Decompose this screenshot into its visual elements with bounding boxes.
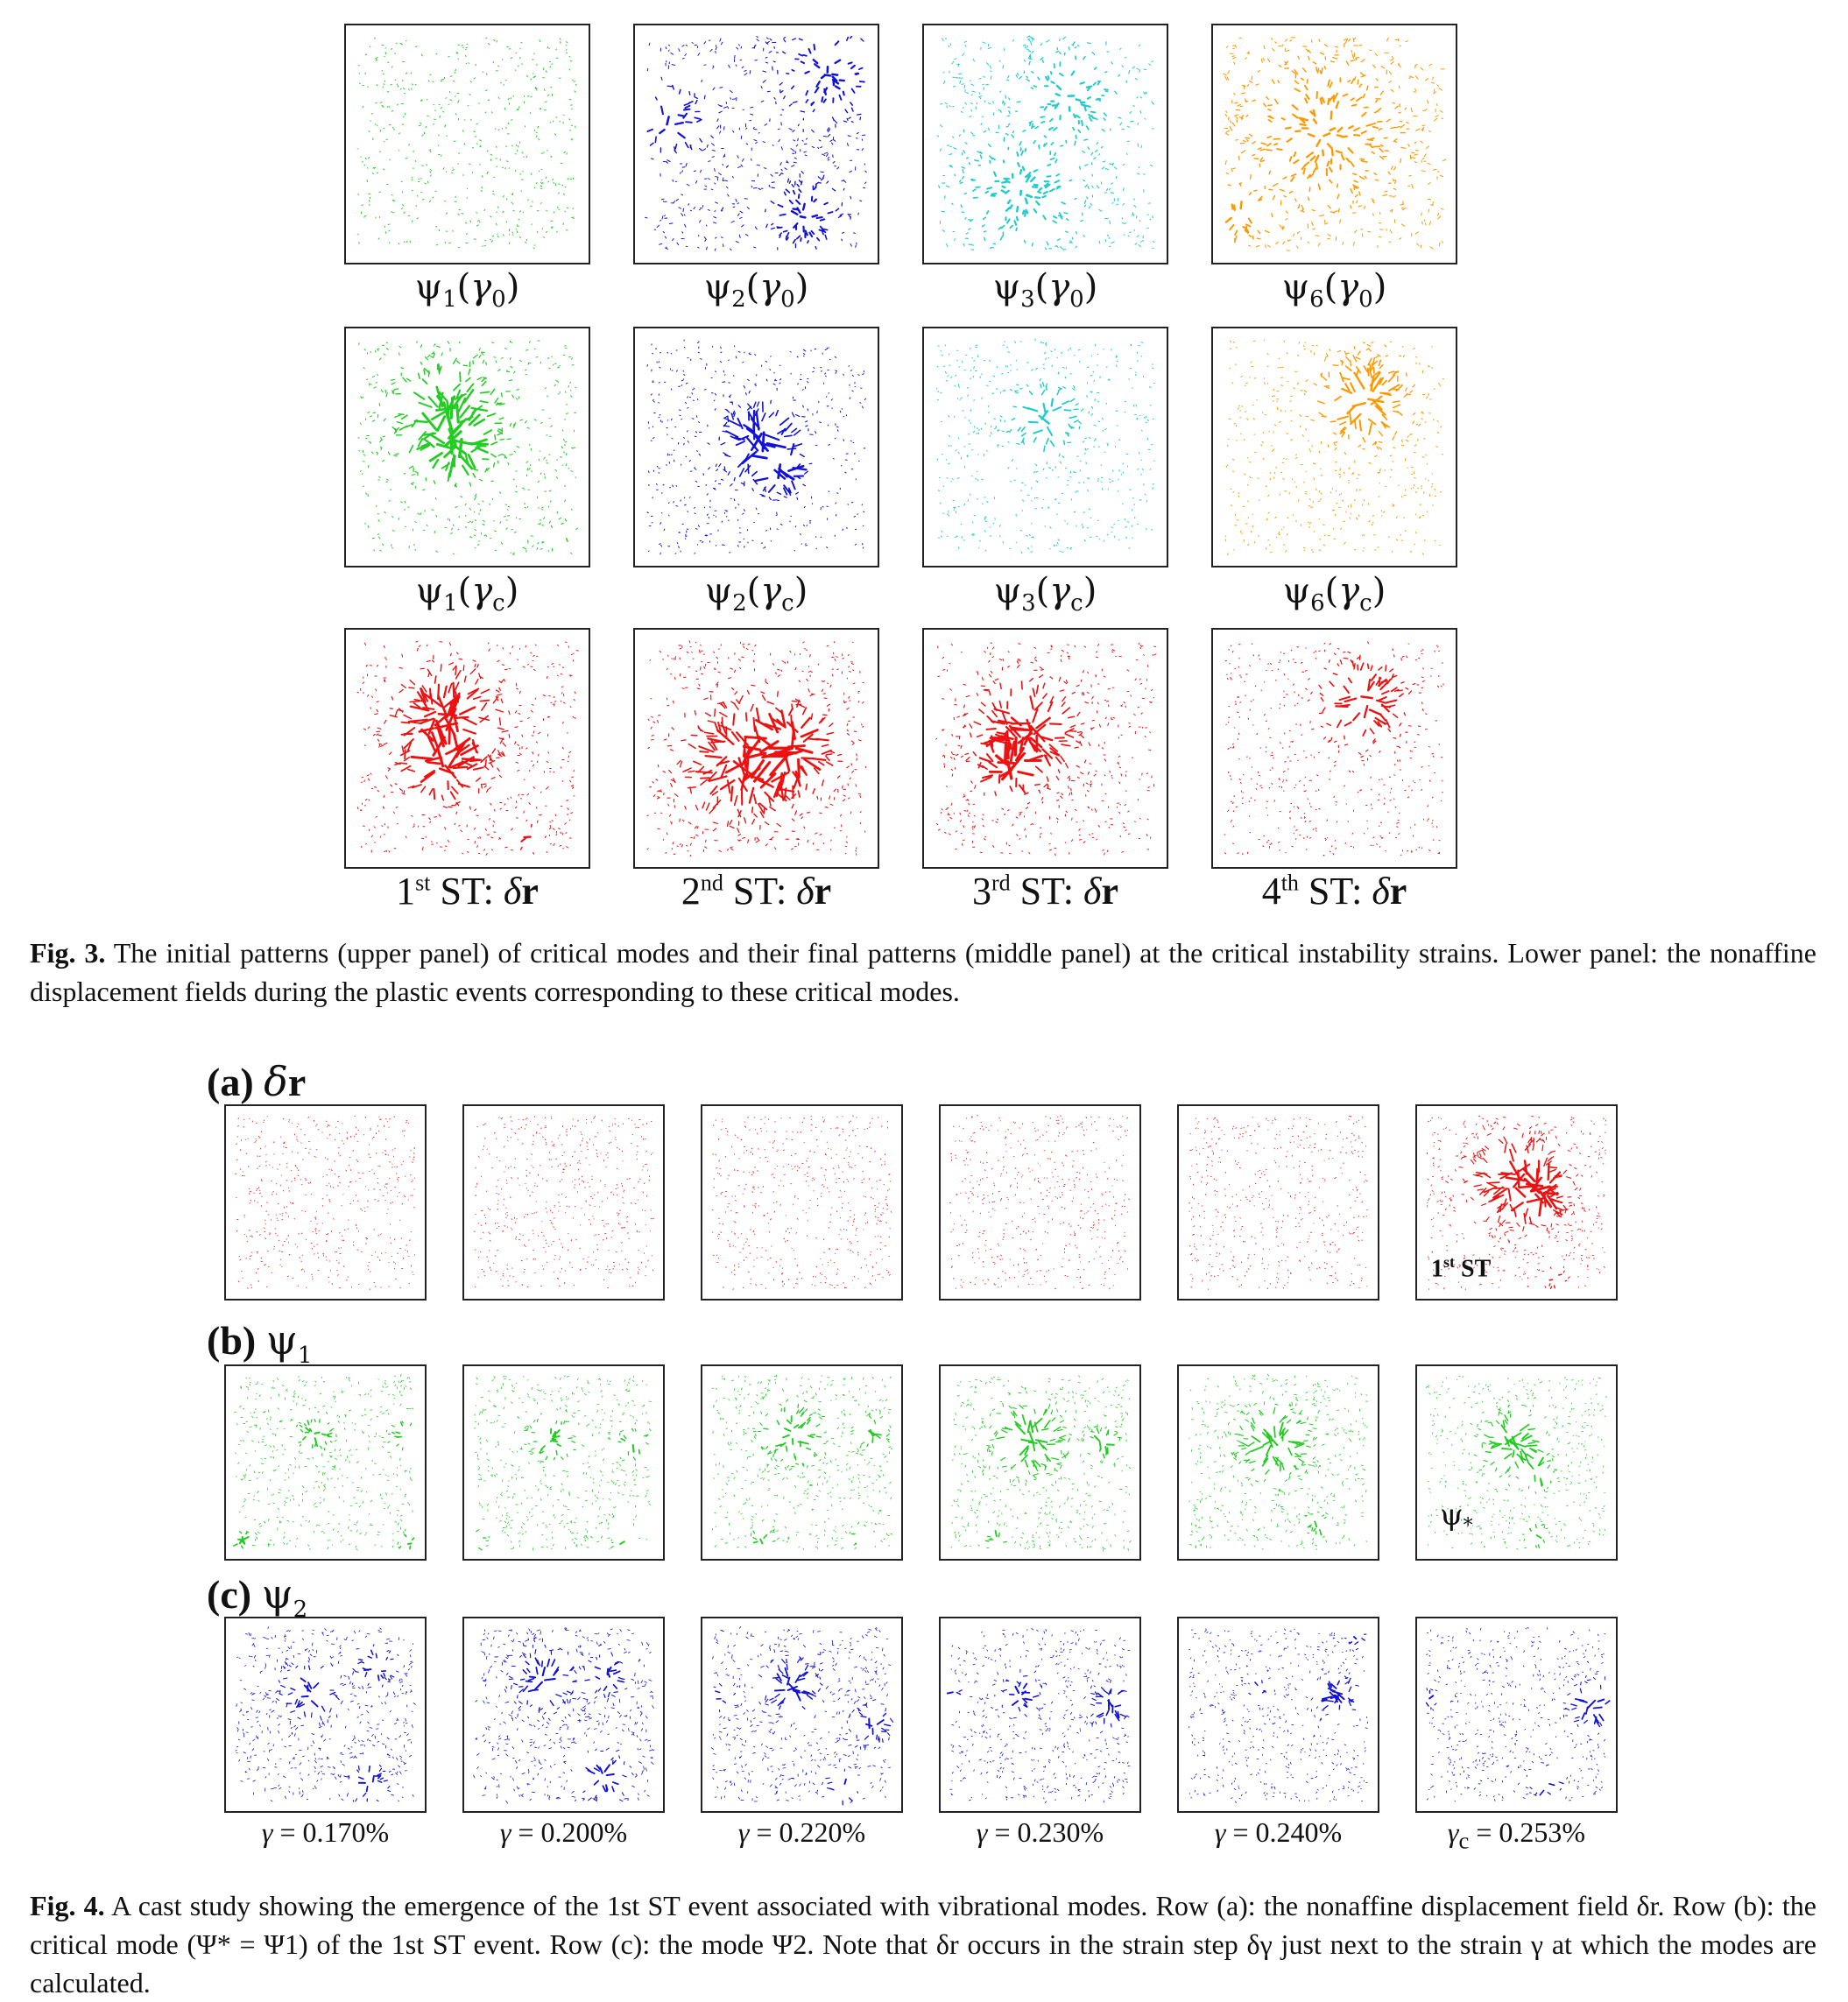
fig3-panel-dr-3rd (922, 628, 1168, 869)
vector-field-plot (473, 1626, 654, 1804)
vector-field-plot (1425, 1376, 1608, 1550)
vector-field-plot (646, 640, 867, 857)
vector-field-plot (1223, 37, 1447, 251)
fig4-gamma-label-6: γc = 0.253% (1447, 1816, 1586, 1854)
fig4-panel-b-2 (462, 1364, 665, 1561)
fig3-label-upper-4: ψ6(γ0) (1281, 267, 1387, 313)
vector-field-plot (235, 1626, 416, 1802)
fig3-panel-psi6-gammac (1211, 327, 1457, 567)
fig4-panel-c-4 (939, 1617, 1141, 1813)
fig4-panel-b-4 (939, 1364, 1141, 1561)
fig4-caption: Fig. 4. A cast study showing the emergen… (30, 1890, 1817, 1998)
fig3-panel-dr-1st (344, 628, 590, 869)
vector-field-plot (711, 1374, 893, 1550)
fig3-panel-dr-4th (1211, 628, 1457, 869)
fig4-panel-c-5 (1177, 1617, 1379, 1813)
vector-field-plot (1224, 339, 1445, 555)
fig3-st-label-3: 3rd ST: δr (971, 870, 1119, 913)
vector-field-plot (645, 35, 867, 251)
fig3-panel-psi2-gammac (633, 327, 879, 567)
fig3-label-upper-3: ψ3(γ0) (992, 267, 1098, 313)
fig3-panel-psi6-gamma0 (1211, 24, 1457, 264)
fig4-panel-c-2 (462, 1617, 665, 1813)
fig3-panel-psi2-gamma0 (633, 24, 879, 264)
fig4-gamma-label-2: γ = 0.200% (499, 1816, 628, 1848)
fig4-panel-a-3 (701, 1104, 903, 1301)
vector-field-plot (946, 1628, 1131, 1804)
fig3-caption: Fig. 3. The initial patterns (upper pane… (30, 937, 1817, 1007)
fig3-label-middle-2: ψ2(γc) (704, 571, 808, 617)
fig4-panel-b-5 (1177, 1364, 1379, 1561)
fig4-panel-c-6 (1415, 1617, 1618, 1813)
vector-field-plot (935, 642, 1157, 856)
vector-field-plot (1427, 1115, 1606, 1291)
fig4-panel-a-2 (462, 1104, 665, 1301)
fig4-panel-a-5 (1177, 1104, 1379, 1301)
fig4-panel-b-3 (701, 1364, 903, 1561)
vector-field-plot (646, 339, 867, 555)
vector-field-plot (936, 35, 1155, 250)
fig3-st-label-1: 1st ST: δr (396, 870, 539, 913)
fig3-st-label-4: 4th ST: δr (1261, 870, 1407, 913)
vector-field-plot (232, 1373, 415, 1551)
fig3-panel-psi3-gamma0 (922, 24, 1168, 264)
vector-field-plot (357, 340, 579, 555)
fig4-inset-psi-star: ψ* (1440, 1498, 1473, 1537)
fig4-gamma-label-4: γ = 0.230% (976, 1816, 1104, 1848)
fig4-panel-a-1 (224, 1104, 427, 1301)
vector-field-plot (1425, 1626, 1611, 1802)
vector-field-plot (356, 640, 579, 856)
fig4-gamma-label-5: γ = 0.240% (1214, 1816, 1343, 1848)
vector-field-plot (1224, 641, 1444, 856)
fig4-panel-b-1 (224, 1364, 427, 1561)
fig4-row-c-label: (c) ψ2 (207, 1570, 308, 1624)
vector-field-plot (936, 338, 1155, 554)
vector-field-plot (710, 1626, 894, 1806)
fig3-label-middle-4: ψ6(γc) (1282, 571, 1386, 617)
fig3-panel-dr-2nd (633, 628, 879, 869)
vector-field-plot (1189, 1115, 1368, 1290)
fig4-inset-1st-st: 1st ST (1431, 1253, 1492, 1283)
fig3-label-upper-1: ψ1(γ0) (414, 267, 520, 313)
fig4-gamma-label-1: γ = 0.170% (261, 1816, 390, 1848)
vector-field-plot (473, 1115, 655, 1289)
fig3-label-middle-1: ψ1(γc) (415, 571, 519, 617)
fig4-panel-b-6: ψ* (1415, 1364, 1618, 1561)
fig3-st-label-2: 2nd ST: δr (681, 870, 832, 913)
vector-field-plot (356, 37, 577, 250)
fig3-panel-psi1-gamma0 (344, 24, 590, 264)
fig3-label-upper-2: ψ2(γ0) (703, 267, 809, 313)
vector-field-plot (949, 1114, 1130, 1290)
fig4-panel-c-3 (701, 1617, 903, 1813)
fig3-label-middle-3: ψ3(γc) (993, 571, 1097, 617)
vector-field-plot (950, 1375, 1132, 1552)
fig3-panel-psi1-gammac (344, 327, 590, 567)
vector-field-plot (711, 1115, 892, 1290)
vector-field-plot (1188, 1628, 1368, 1803)
fig4-row-b-label: (b) ψ1 (207, 1316, 313, 1370)
fig3-panel-psi3-gammac (922, 327, 1168, 567)
vector-field-plot (1189, 1373, 1369, 1551)
vector-field-plot (235, 1115, 416, 1291)
fig4-gamma-label-3: γ = 0.220% (737, 1816, 866, 1848)
fig4-panel-a-6: 1st ST (1415, 1104, 1618, 1301)
fig4-panel-a-4 (939, 1104, 1141, 1301)
fig4-panel-c-1 (224, 1617, 427, 1813)
vector-field-plot (474, 1375, 652, 1551)
fig4-row-a-label: (a) δr (207, 1058, 307, 1105)
